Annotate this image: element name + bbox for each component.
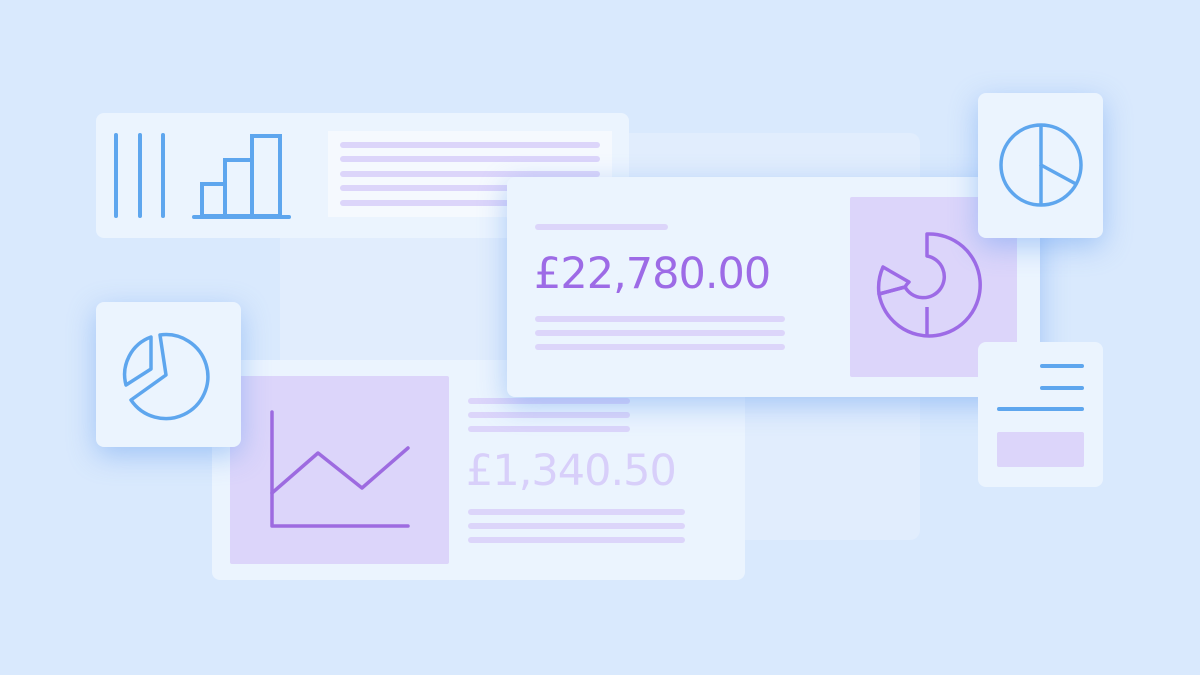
line-chart-icon (270, 410, 410, 528)
list-card-right (978, 342, 1103, 487)
vertical-bars-icon (114, 133, 165, 218)
donut-chart-icon (876, 232, 982, 338)
top-card (96, 113, 629, 238)
secondary-amount: £1,340.50 (466, 446, 677, 496)
pie-chart-icon (999, 123, 1083, 207)
main-card: £22,780.00 (507, 177, 1040, 397)
pie-chart-icon (122, 332, 210, 421)
pie-card-left (96, 302, 241, 447)
secondary-card: £1,340.50 (212, 360, 745, 580)
bar-chart-icon (192, 134, 291, 219)
pie-card-top-right (978, 93, 1103, 238)
main-amount: £22,780.00 (534, 249, 771, 299)
